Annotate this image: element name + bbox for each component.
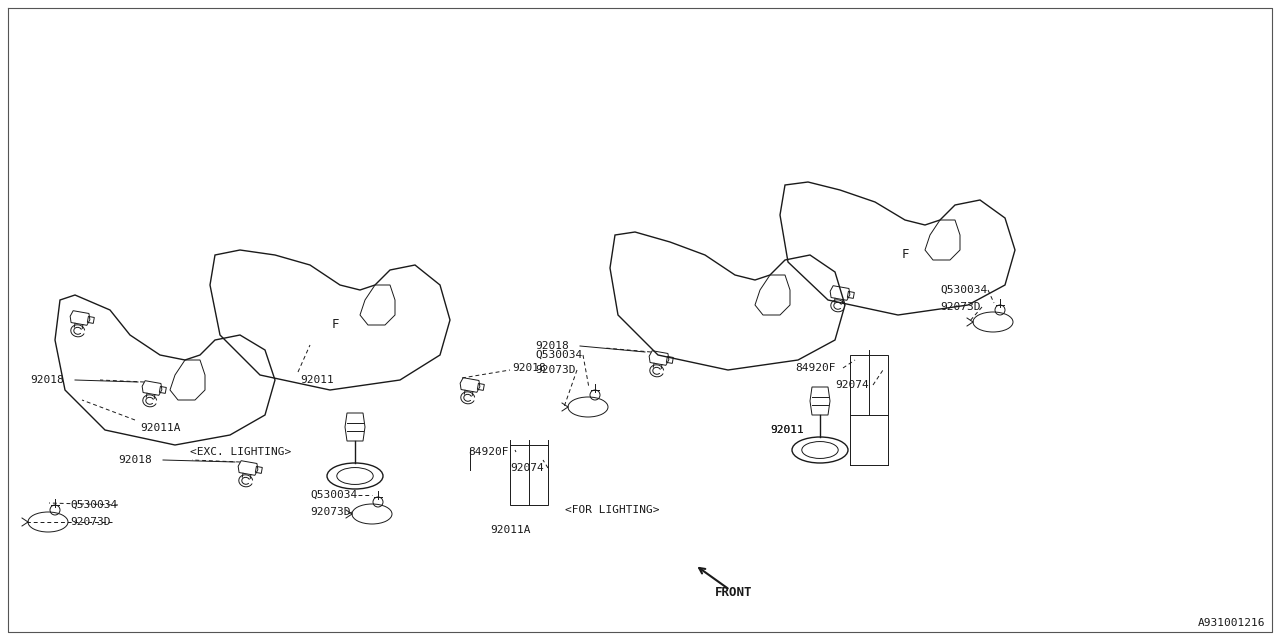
Text: 92074: 92074 <box>835 380 869 390</box>
Text: 92073D: 92073D <box>940 302 980 312</box>
Text: 92011: 92011 <box>771 425 804 435</box>
Text: F: F <box>332 319 339 332</box>
Text: 92018: 92018 <box>535 341 568 351</box>
Text: <EXC. LIGHTING>: <EXC. LIGHTING> <box>189 447 292 457</box>
Text: 92011A: 92011A <box>490 525 530 535</box>
Text: 92011: 92011 <box>300 375 334 385</box>
Text: Q530034: Q530034 <box>535 350 582 360</box>
Text: <FOR LIGHTING>: <FOR LIGHTING> <box>564 505 659 515</box>
Text: 84920F: 84920F <box>468 447 508 457</box>
Text: 92018: 92018 <box>29 375 64 385</box>
Text: FRONT: FRONT <box>716 586 753 600</box>
Text: A931001216: A931001216 <box>1198 618 1265 628</box>
Text: Q530034: Q530034 <box>940 285 987 295</box>
Text: 92018: 92018 <box>512 363 545 373</box>
Text: 92073D: 92073D <box>310 507 351 517</box>
Text: Q530034: Q530034 <box>310 490 357 500</box>
Text: Q530034: Q530034 <box>70 500 118 510</box>
Text: 92074: 92074 <box>509 463 544 473</box>
Text: 92073D: 92073D <box>535 365 576 375</box>
Text: 92018: 92018 <box>118 455 152 465</box>
Text: F: F <box>901 248 909 262</box>
Text: 92073D: 92073D <box>70 517 110 527</box>
Text: 92011: 92011 <box>771 425 804 435</box>
Text: 92011A: 92011A <box>140 423 180 433</box>
Text: 84920F: 84920F <box>795 363 836 373</box>
